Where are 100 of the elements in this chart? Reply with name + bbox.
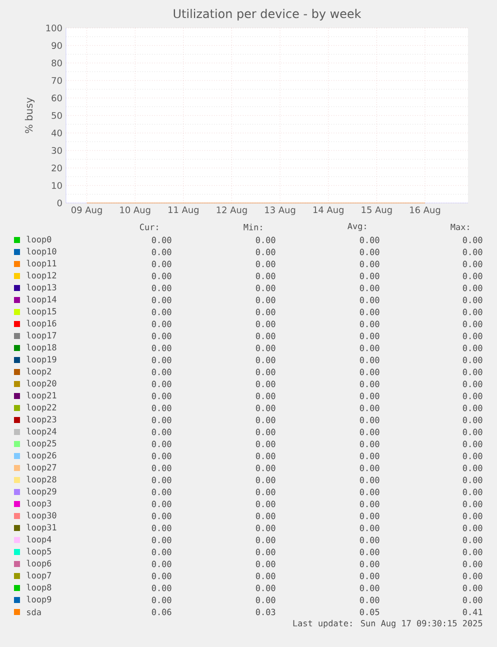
legend-label: loop9 bbox=[26, 596, 52, 604]
text: 0.00 bbox=[462, 536, 482, 544]
text: 0.00 bbox=[360, 392, 380, 400]
text: 0.00 bbox=[256, 584, 276, 592]
text: 0.00 bbox=[256, 488, 276, 496]
legend-label: loop20 bbox=[26, 380, 56, 388]
text: 0.00 bbox=[152, 452, 172, 460]
legend-label: loop24 bbox=[26, 428, 56, 436]
text: 0.00 bbox=[360, 380, 380, 388]
text: 0.00 bbox=[462, 332, 482, 340]
text: 0.00 bbox=[360, 284, 380, 292]
text: 0.00 bbox=[256, 296, 276, 304]
text: 0.00 bbox=[360, 308, 380, 316]
text: 0.00 bbox=[256, 512, 276, 520]
text: 0.00 bbox=[152, 296, 172, 304]
text: 0.00 bbox=[360, 344, 380, 352]
text: 0.00 bbox=[462, 236, 482, 244]
text: 0.00 bbox=[256, 500, 276, 508]
text: 0.00 bbox=[462, 260, 482, 268]
text: 0.00 bbox=[152, 236, 172, 244]
text: 0.00 bbox=[360, 236, 380, 244]
text: 0.00 bbox=[152, 476, 172, 484]
text: 0.00 bbox=[256, 548, 276, 556]
legend-label: loop11 bbox=[26, 260, 56, 268]
text: 0.00 bbox=[152, 260, 172, 268]
text: 0.00 bbox=[360, 476, 380, 484]
text: 0.41 bbox=[462, 608, 482, 616]
y-tick-label: 50 bbox=[52, 112, 62, 119]
x-tick-label: 12 Aug bbox=[216, 206, 247, 216]
text: 0.00 bbox=[256, 320, 276, 328]
text: 0.00 bbox=[152, 584, 172, 592]
text: 0.00 bbox=[360, 440, 380, 448]
text: 0.00 bbox=[256, 356, 276, 364]
text: 0.00 bbox=[152, 548, 172, 556]
text: 0.00 bbox=[152, 572, 172, 580]
text: 0.00 bbox=[256, 464, 276, 472]
text: 0.00 bbox=[462, 344, 482, 352]
text: 0.00 bbox=[256, 416, 276, 424]
text: 0.00 bbox=[152, 416, 172, 424]
text: 0.00 bbox=[462, 500, 482, 508]
text: 0.00 bbox=[462, 404, 482, 412]
x-tick-label: 10 Aug bbox=[120, 206, 150, 216]
text: 0.00 bbox=[462, 284, 482, 292]
text: 0.00 bbox=[360, 488, 380, 496]
text: 0.00 bbox=[360, 464, 380, 472]
y-tick-label: 10 bbox=[52, 182, 62, 189]
text: 0.00 bbox=[152, 380, 172, 388]
text: 0.00 bbox=[462, 248, 482, 256]
text: 0.00 bbox=[152, 596, 172, 604]
legend-label: loop10 bbox=[26, 248, 56, 256]
text: 0.00 bbox=[152, 356, 172, 364]
y-tick-label: 40 bbox=[52, 130, 62, 136]
text: 0.00 bbox=[256, 404, 276, 412]
text: 0.00 bbox=[360, 452, 380, 460]
text: 0.00 bbox=[152, 560, 172, 568]
text: 0.00 bbox=[462, 392, 482, 400]
text: 0.00 bbox=[152, 512, 172, 520]
text: 0.00 bbox=[256, 248, 276, 256]
text: 0.00 bbox=[360, 548, 380, 556]
legend-label: loop26 bbox=[26, 452, 56, 460]
text: 0.00 bbox=[360, 272, 380, 280]
legend-label: loop22 bbox=[26, 404, 56, 412]
text: 0.00 bbox=[152, 272, 172, 280]
legend-label: loop31 bbox=[26, 524, 56, 532]
text: 0.03 bbox=[256, 608, 276, 616]
text: 0.00 bbox=[462, 320, 482, 328]
text: 0.00 bbox=[256, 440, 276, 448]
text: 0.00 bbox=[152, 332, 172, 340]
text: 0.00 bbox=[152, 284, 172, 292]
legend-label: loop2 bbox=[26, 368, 51, 376]
legend-label: loop19 bbox=[26, 356, 56, 364]
text: 0.00 bbox=[462, 296, 482, 304]
text: 0.00 bbox=[462, 380, 482, 388]
legend-label: loop12 bbox=[26, 272, 56, 280]
x-tick-label: 14 Aug bbox=[313, 206, 344, 215]
y-axis-title: % busy bbox=[24, 98, 35, 134]
text: 0.00 bbox=[360, 560, 380, 568]
text: 0.00 bbox=[462, 428, 482, 436]
text: 0.00 bbox=[256, 524, 276, 532]
legend-label: loop25 bbox=[26, 440, 56, 448]
text: 0.00 bbox=[360, 260, 380, 268]
text: 0.00 bbox=[152, 524, 172, 532]
text: 0.00 bbox=[360, 248, 380, 256]
legend-label: loop7 bbox=[26, 572, 52, 580]
y-tick-label: 100 bbox=[46, 24, 62, 32]
text: 0.00 bbox=[462, 596, 482, 604]
text: 0.00 bbox=[360, 296, 380, 304]
legend-label: loop6 bbox=[26, 560, 52, 568]
text: 0.00 bbox=[152, 404, 172, 412]
text: 0.00 bbox=[256, 560, 276, 568]
legend-label: loop17 bbox=[26, 332, 56, 340]
text: Max: bbox=[450, 224, 469, 230]
text: 0.00 bbox=[462, 452, 482, 460]
text: 0.00 bbox=[462, 272, 482, 280]
text: 0.00 bbox=[256, 272, 276, 280]
x-tick-label: 09 Aug bbox=[71, 206, 102, 216]
text: 0.00 bbox=[152, 248, 172, 256]
x-tick-label: 15 Aug bbox=[362, 206, 392, 215]
text: 0.00 bbox=[256, 308, 276, 316]
text: 0.00 bbox=[152, 308, 172, 316]
